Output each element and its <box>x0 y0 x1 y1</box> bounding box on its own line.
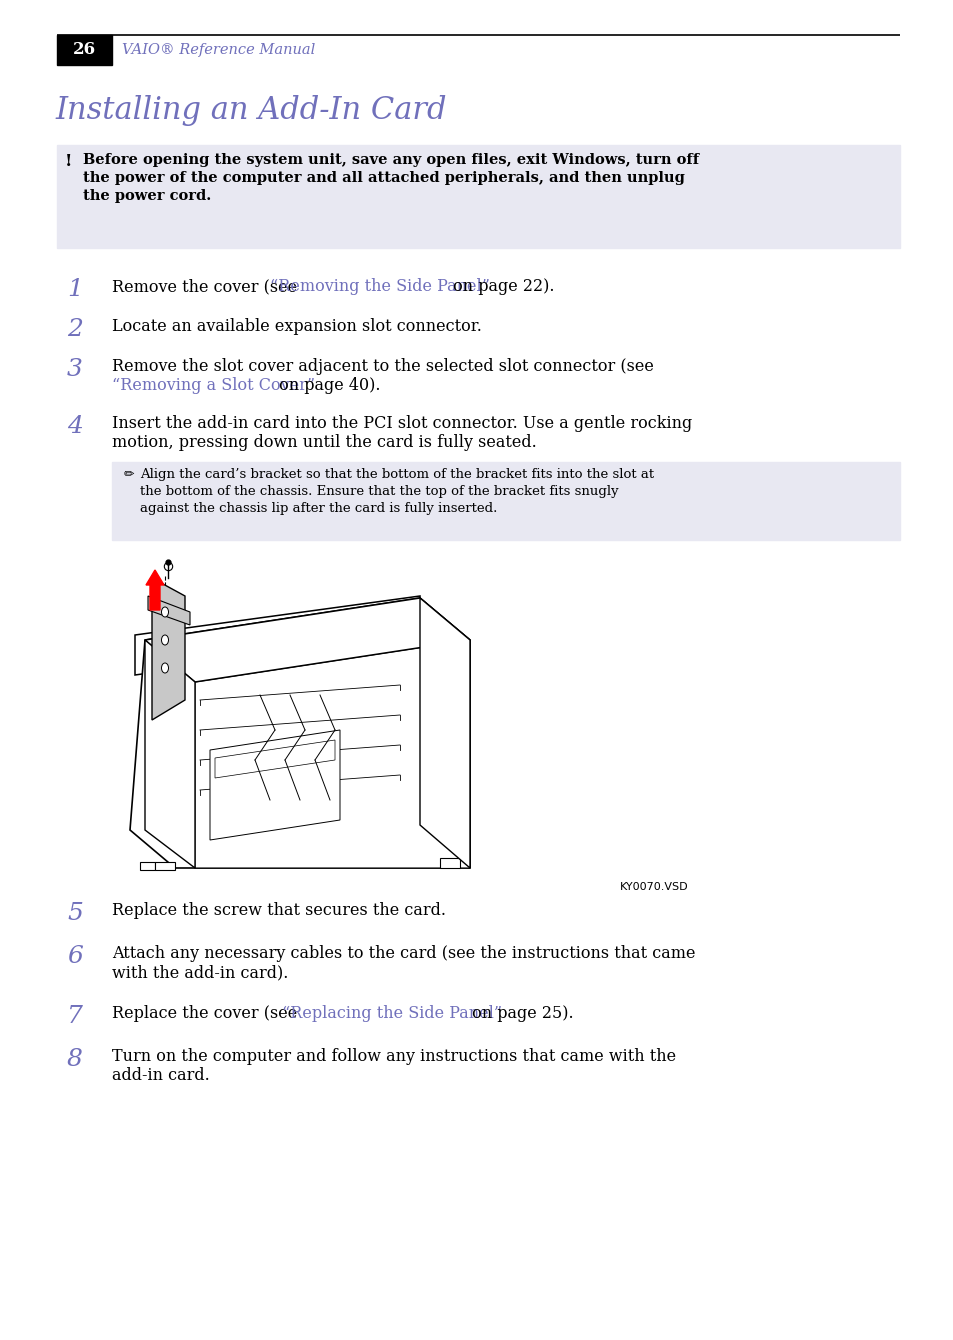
Bar <box>57 35 112 66</box>
Polygon shape <box>194 641 470 868</box>
Text: “Removing the Side Panel”: “Removing the Side Panel” <box>270 277 489 295</box>
Text: !: ! <box>65 153 72 170</box>
Polygon shape <box>419 598 470 868</box>
Text: Before opening the system unit, save any open files, exit Windows, turn off: Before opening the system unit, save any… <box>83 153 699 168</box>
Text: 7: 7 <box>67 1005 83 1028</box>
Text: Attach any necessary cables to the card (see the instructions that came: Attach any necessary cables to the card … <box>112 945 695 962</box>
Polygon shape <box>430 761 464 799</box>
Text: 5: 5 <box>67 902 83 925</box>
Text: the power cord.: the power cord. <box>83 189 211 202</box>
Text: add-in card.: add-in card. <box>112 1067 210 1084</box>
Text: “Removing a Slot Cover”: “Removing a Slot Cover” <box>112 377 314 394</box>
Ellipse shape <box>161 635 169 645</box>
Text: on page 40).: on page 40). <box>274 377 380 394</box>
Text: Replace the cover (see: Replace the cover (see <box>112 1005 302 1022</box>
Polygon shape <box>430 713 464 750</box>
Polygon shape <box>214 740 335 779</box>
Polygon shape <box>154 862 174 870</box>
Polygon shape <box>210 730 339 840</box>
Text: on page 25).: on page 25). <box>467 1005 573 1022</box>
Bar <box>57 145 899 248</box>
FancyArrow shape <box>146 570 164 610</box>
Text: Align the card’s bracket so that the bottom of the bracket fits into the slot at: Align the card’s bracket so that the bot… <box>140 468 654 481</box>
Text: KY0070.VSD: KY0070.VSD <box>619 882 688 892</box>
Polygon shape <box>430 665 464 704</box>
Text: Installing an Add-In Card: Installing an Add-In Card <box>55 95 446 126</box>
Text: against the chassis lip after the card is fully inserted.: against the chassis lip after the card i… <box>140 502 497 515</box>
Text: with the add-in card).: with the add-in card). <box>112 963 288 981</box>
Polygon shape <box>130 598 470 868</box>
Text: 2: 2 <box>67 318 83 340</box>
Text: 26: 26 <box>72 42 95 59</box>
Text: 3: 3 <box>67 358 83 381</box>
Polygon shape <box>145 598 470 682</box>
Text: “Replacing the Side Panel”: “Replacing the Side Panel” <box>282 1005 501 1022</box>
Text: Replace the screw that secures the card.: Replace the screw that secures the card. <box>112 902 446 919</box>
Polygon shape <box>152 578 185 720</box>
Polygon shape <box>145 641 194 868</box>
Ellipse shape <box>161 607 169 616</box>
Text: motion, pressing down until the card is fully seated.: motion, pressing down until the card is … <box>112 434 537 452</box>
Polygon shape <box>140 862 154 870</box>
Text: on page 22).: on page 22). <box>448 277 554 295</box>
Text: Locate an available expansion slot connector.: Locate an available expansion slot conne… <box>112 318 481 335</box>
Text: Remove the cover (see: Remove the cover (see <box>112 277 302 295</box>
Text: 4: 4 <box>67 415 83 438</box>
Text: 8: 8 <box>67 1048 83 1071</box>
Text: the power of the computer and all attached peripherals, and then unplug: the power of the computer and all attach… <box>83 172 684 185</box>
Text: Turn on the computer and follow any instructions that came with the: Turn on the computer and follow any inst… <box>112 1048 676 1065</box>
Text: ✏: ✏ <box>124 468 134 481</box>
Text: 6: 6 <box>67 945 83 967</box>
Text: VAIO® Reference Manual: VAIO® Reference Manual <box>122 43 314 58</box>
Bar <box>112 462 899 540</box>
Ellipse shape <box>161 663 169 673</box>
Text: Insert the add-in card into the PCI slot connector. Use a gentle rocking: Insert the add-in card into the PCI slot… <box>112 415 692 431</box>
Polygon shape <box>439 858 459 868</box>
Text: the bottom of the chassis. Ensure that the top of the bracket fits snugly: the bottom of the chassis. Ensure that t… <box>140 485 618 498</box>
Polygon shape <box>148 596 190 624</box>
Text: Remove the slot cover adjacent to the selected slot connector (see: Remove the slot cover adjacent to the se… <box>112 358 653 375</box>
Polygon shape <box>135 596 419 675</box>
Text: 1: 1 <box>67 277 83 302</box>
